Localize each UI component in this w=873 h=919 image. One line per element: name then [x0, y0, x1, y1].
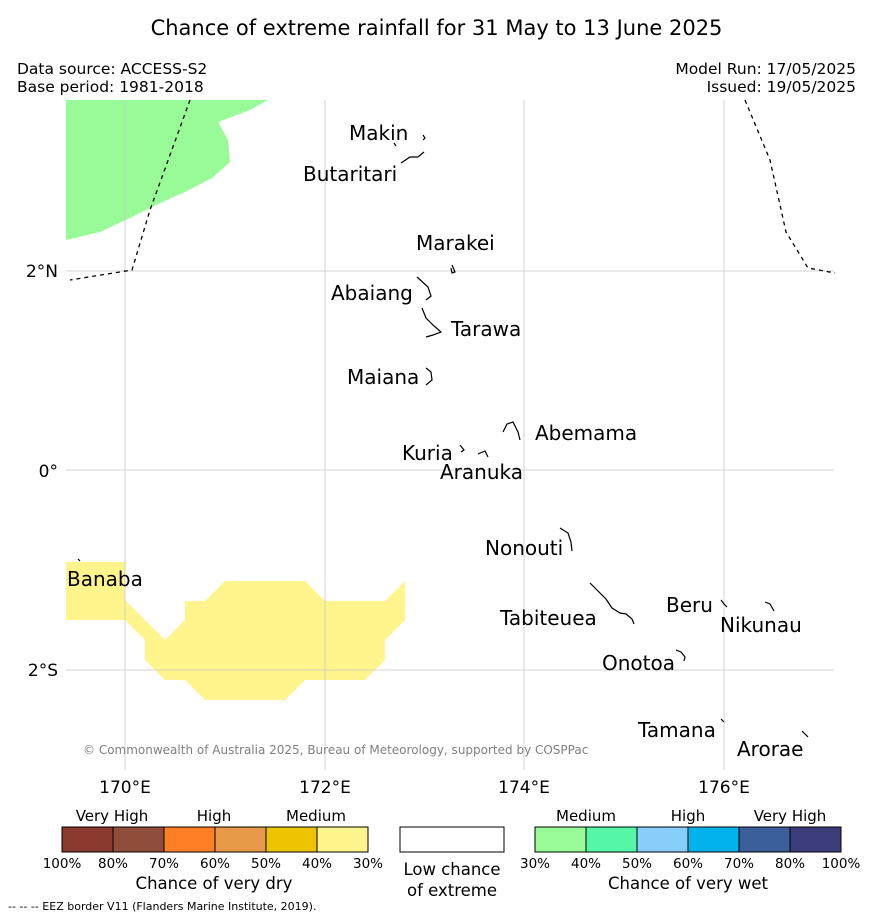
- place-label-tarawa: Tarawa: [450, 317, 521, 341]
- place-label-arorae: Arorae: [737, 737, 803, 761]
- place-label-tabiteuea: Tabiteuea: [499, 606, 597, 630]
- legend-dry-header-medium: Medium: [286, 807, 346, 825]
- legend-wet-swatch: [789, 826, 842, 853]
- legend-wet-caption: Chance of very wet: [608, 874, 769, 893]
- legend-dry-tick: 100%: [43, 856, 82, 872]
- lat-label-2s: 2°S: [28, 661, 58, 681]
- place-label-kuria: Kuria: [402, 441, 453, 465]
- legend-wet-header-medium: Medium: [556, 807, 616, 825]
- place-label-nonouti: Nonouti: [485, 536, 563, 560]
- lat-label-2n: 2°N: [26, 262, 58, 282]
- wet-medium-region: [66, 100, 268, 240]
- place-label-maiana: Maiana: [347, 365, 419, 389]
- copyright-notice: © Commonwealth of Australia 2025, Bureau…: [83, 743, 588, 757]
- legend-dry-swatch: [112, 826, 165, 853]
- dry-medium-region: [66, 562, 405, 700]
- legend-wet-tick: 80%: [775, 856, 805, 872]
- legend-wet-tick: 60%: [673, 856, 703, 872]
- legend-dry: Very High High Medium 100% 80% 70% 60% 50% 40…: [43, 807, 383, 893]
- place-label-abaiang: Abaiang: [331, 281, 413, 305]
- legend-low-caption-line2: of extreme: [407, 881, 497, 900]
- place-label-aranuka: Aranuka: [440, 460, 523, 484]
- legend-wet-header-high: High: [671, 807, 705, 825]
- legend-dry-tick: 40%: [302, 856, 332, 872]
- eez-border: [69, 99, 836, 281]
- lon-label-170: 170°E: [99, 778, 151, 798]
- lon-label-172: 172°E: [299, 778, 351, 798]
- legend-wet-tick: 40%: [571, 856, 601, 872]
- legend-dry-tick: 30%: [353, 856, 383, 872]
- place-label-beru: Beru: [666, 593, 713, 617]
- place-label-butaritari: Butaritari: [303, 162, 397, 186]
- island-coastlines: [77, 134, 809, 738]
- base-period: Base period: 1981-2018: [17, 78, 204, 96]
- legend-wet-swatch: [534, 826, 587, 853]
- graticule: [66, 100, 834, 770]
- place-label-tamana: Tamana: [637, 718, 716, 742]
- legend-wet-swatch: [738, 826, 791, 853]
- place-label-nikunau: Nikunau: [720, 613, 802, 637]
- legend-wet-tick: 50%: [622, 856, 652, 872]
- legend-wet-swatch: [636, 826, 689, 853]
- legend-low-chance: Low chance of extreme: [399, 826, 505, 900]
- legend-dry-swatch: [214, 826, 267, 853]
- eez-footnote: -- -- -- EEZ border V11 (Flanders Marine…: [8, 900, 317, 913]
- legend-dry-tick: 70%: [149, 856, 179, 872]
- lon-label-176: 176°E: [698, 778, 750, 798]
- issued-date: Issued: 19/05/2025: [706, 78, 856, 96]
- legend-wet-tick: 70%: [724, 856, 754, 872]
- legend-wet-swatch: [687, 826, 740, 853]
- legend-dry-tick: 50%: [251, 856, 281, 872]
- lat-label-0: 0°: [39, 462, 58, 482]
- place-label-onotoa: Onotoa: [602, 651, 675, 675]
- data-source: Data source: ACCESS-S2: [17, 60, 208, 78]
- legend-dry-swatch: [265, 826, 318, 853]
- legend-low-swatch: [399, 826, 505, 853]
- legend-wet: Medium High Very High 30% 40% 50% 60% 70% 80%…: [520, 807, 860, 893]
- model-run: Model Run: 17/05/2025: [675, 60, 856, 78]
- place-label-makin: Makin: [349, 121, 408, 145]
- legend-dry-caption: Chance of very dry: [136, 874, 293, 893]
- place-label-banaba: Banaba: [67, 567, 143, 591]
- legend-dry-swatch: [163, 826, 216, 853]
- legend-dry-tick: 80%: [98, 856, 128, 872]
- place-label-abemama: Abemama: [535, 421, 637, 445]
- legend-wet-header-very-high: Very High: [754, 807, 827, 825]
- legend-dry-swatch: [316, 826, 369, 853]
- legend-wet-tick: 100%: [822, 856, 861, 872]
- legend-dry-header-high: High: [197, 807, 231, 825]
- lon-label-174: 174°E: [498, 778, 550, 798]
- legend-dry-header-very-high: Very High: [76, 807, 149, 825]
- legend-wet-swatch: [585, 826, 638, 853]
- map-title: Chance of extreme rainfall for 31 May to…: [150, 16, 723, 40]
- legend-wet-tick: 30%: [520, 856, 550, 872]
- legend-low-caption-line1: Low chance: [403, 860, 500, 879]
- legend-dry-tick: 60%: [200, 856, 230, 872]
- place-label-marakei: Marakei: [416, 231, 495, 255]
- legend-dry-swatch: [61, 826, 114, 853]
